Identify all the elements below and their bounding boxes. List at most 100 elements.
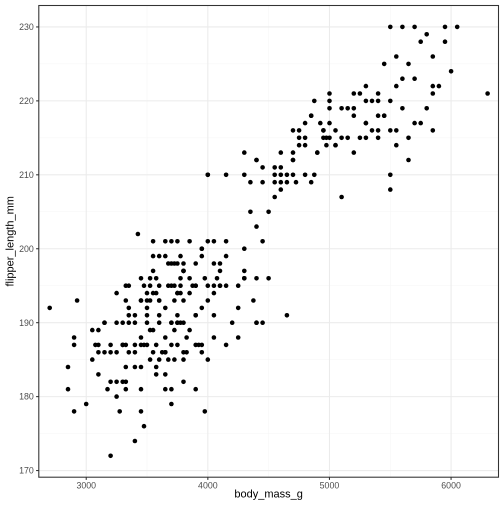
data-point	[308, 113, 314, 118]
data-point	[272, 179, 278, 185]
data-point	[150, 239, 156, 244]
data-point	[278, 150, 284, 155]
data-point	[254, 224, 259, 229]
data-point	[156, 283, 162, 289]
data-point	[430, 128, 436, 133]
data-point	[363, 98, 369, 104]
data-point	[90, 327, 95, 333]
data-point	[333, 142, 338, 148]
data-point	[199, 350, 205, 355]
data-point	[242, 246, 247, 251]
data-point	[205, 298, 211, 303]
data-point	[108, 379, 113, 385]
x-tick-label: 6000	[441, 481, 461, 491]
data-point	[163, 350, 168, 355]
data-point	[302, 142, 308, 148]
data-point	[153, 276, 159, 281]
data-point	[442, 24, 448, 30]
data-point	[178, 283, 183, 289]
data-point	[96, 350, 101, 355]
y-axis-ticks: 170 180 190 200 210 220 230	[19, 22, 39, 476]
data-point	[205, 172, 211, 178]
data-point	[108, 342, 113, 348]
data-point	[375, 128, 381, 133]
data-point	[235, 335, 241, 340]
data-point	[260, 179, 265, 185]
data-point	[123, 364, 129, 370]
data-point	[412, 120, 417, 126]
data-point	[302, 172, 308, 178]
data-point	[312, 98, 317, 104]
data-point	[141, 342, 147, 348]
data-point	[375, 135, 381, 141]
data-point	[147, 327, 153, 333]
data-point	[147, 298, 153, 303]
y-tick-label: 180	[19, 392, 34, 402]
data-point	[284, 313, 290, 318]
data-point	[114, 350, 119, 355]
data-point	[312, 172, 317, 178]
data-point	[117, 409, 122, 414]
data-point	[132, 313, 138, 318]
data-point	[71, 335, 77, 340]
data-point	[242, 276, 247, 281]
data-point	[187, 290, 192, 296]
data-point	[65, 386, 71, 392]
data-point	[65, 364, 71, 370]
data-point	[308, 179, 314, 185]
data-point	[412, 76, 417, 81]
data-point	[181, 320, 186, 326]
data-point	[169, 261, 174, 266]
data-point	[278, 179, 284, 185]
data-point	[321, 128, 326, 133]
data-point	[114, 320, 119, 326]
data-point	[184, 335, 189, 340]
data-point	[172, 298, 177, 303]
data-point	[199, 246, 205, 251]
data-point	[108, 453, 113, 459]
data-point	[266, 276, 271, 281]
data-point	[193, 342, 198, 348]
data-points	[47, 24, 490, 459]
data-point	[436, 83, 442, 89]
data-point	[260, 239, 265, 244]
data-point	[454, 24, 460, 30]
data-point	[254, 276, 259, 281]
data-point	[156, 313, 162, 318]
data-point	[132, 342, 138, 348]
data-point	[229, 320, 235, 326]
data-point	[193, 283, 198, 289]
x-tick-label: 3000	[76, 481, 96, 491]
data-point	[126, 313, 132, 318]
data-point	[181, 268, 186, 274]
data-point	[114, 379, 119, 385]
data-point	[114, 290, 119, 296]
data-point	[400, 24, 405, 30]
data-point	[150, 253, 156, 259]
data-point	[138, 298, 144, 303]
data-point	[120, 342, 125, 348]
x-tick-label: 4000	[198, 481, 218, 491]
data-point	[293, 179, 299, 185]
data-point	[394, 128, 399, 133]
data-point	[315, 150, 320, 155]
data-point	[430, 83, 436, 89]
data-point	[388, 187, 393, 192]
data-point	[138, 276, 144, 281]
data-point	[278, 172, 284, 178]
data-point	[369, 98, 375, 104]
data-point	[290, 172, 296, 178]
data-point	[150, 290, 156, 296]
data-point	[187, 276, 192, 281]
data-point	[357, 91, 363, 96]
x-axis-ticks: 3000 4000 5000 6000	[76, 477, 461, 491]
data-point	[272, 172, 278, 178]
data-point	[217, 261, 223, 266]
data-point	[175, 342, 180, 348]
data-point	[205, 357, 211, 362]
data-point	[181, 261, 186, 266]
data-point	[223, 342, 229, 348]
data-point	[302, 120, 308, 126]
data-point	[448, 69, 454, 74]
